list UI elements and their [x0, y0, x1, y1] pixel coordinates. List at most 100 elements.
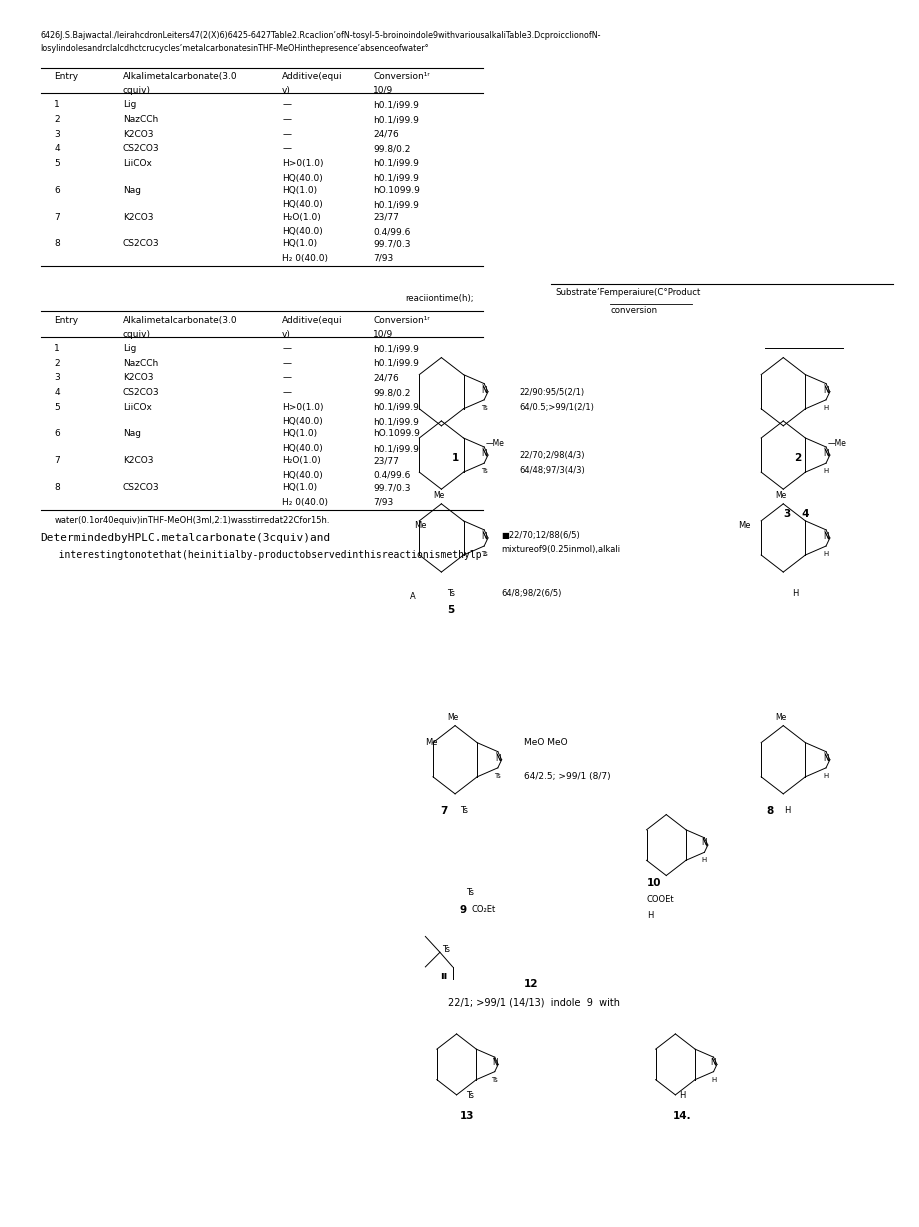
- Text: Ts: Ts: [481, 467, 487, 474]
- Text: HQ(40.0): HQ(40.0): [282, 200, 323, 210]
- Text: ıı: ıı: [439, 971, 447, 980]
- Text: ■22/70;12/88(6/5): ■22/70;12/88(6/5): [501, 530, 579, 540]
- Text: h0.1/i99.9: h0.1/i99.9: [373, 345, 419, 353]
- Text: H₂O(1.0): H₂O(1.0): [282, 456, 321, 465]
- Text: 5: 5: [447, 605, 454, 615]
- Text: 10/9: 10/9: [373, 330, 393, 339]
- Text: Me: Me: [447, 713, 458, 721]
- Text: Additive(equi: Additive(equi: [282, 72, 343, 81]
- Text: Conversion¹ʳ: Conversion¹ʳ: [373, 72, 430, 81]
- Text: 0.4/99.6: 0.4/99.6: [373, 227, 410, 236]
- Text: 2: 2: [54, 115, 60, 124]
- Text: H: H: [784, 806, 790, 815]
- Text: reaciiontime(h);: reaciiontime(h);: [404, 294, 473, 303]
- Text: 4: 4: [54, 388, 60, 398]
- Text: water(0.1or40equiv)inTHF-MeOH(3ml,2:1)wasstirredat22Cfor15h.: water(0.1or40equiv)inTHF-MeOH(3ml,2:1)wa…: [54, 517, 329, 525]
- Text: h0.1/i99.9: h0.1/i99.9: [373, 417, 419, 426]
- Text: —: —: [282, 345, 291, 353]
- Text: 7: 7: [54, 212, 60, 222]
- Text: —Me: —Me: [826, 439, 845, 448]
- Text: Ts: Ts: [447, 589, 454, 598]
- Text: h0.1/i99.9: h0.1/i99.9: [373, 173, 419, 183]
- Text: CS2CO3: CS2CO3: [122, 483, 159, 492]
- Text: hO.1099.9: hO.1099.9: [373, 429, 420, 438]
- Text: Me: Me: [425, 737, 437, 747]
- Text: 3   4: 3 4: [783, 509, 809, 519]
- Text: Ts: Ts: [460, 806, 468, 815]
- Text: Substrate’Femperaiure(C°Product: Substrate’Femperaiure(C°Product: [555, 288, 700, 297]
- Text: 0.4/99.6: 0.4/99.6: [373, 471, 410, 480]
- Text: 8: 8: [54, 483, 60, 492]
- Text: 5: 5: [54, 160, 60, 168]
- Text: 99.8/0.2: 99.8/0.2: [373, 145, 410, 153]
- Text: K2CO3: K2CO3: [122, 212, 153, 222]
- Text: 7/93: 7/93: [373, 498, 393, 507]
- Text: HQ(1.0): HQ(1.0): [282, 483, 317, 492]
- Text: h0.1/i99.9: h0.1/i99.9: [373, 101, 419, 109]
- Text: 10/9: 10/9: [373, 86, 393, 94]
- Text: H>0(1.0): H>0(1.0): [282, 402, 323, 412]
- Text: NazCCh: NazCCh: [122, 358, 158, 368]
- Text: 2: 2: [793, 453, 800, 463]
- Text: 9: 9: [460, 904, 467, 915]
- Text: Me: Me: [774, 713, 786, 721]
- Text: conversion: conversion: [610, 307, 657, 315]
- Text: K2CO3: K2CO3: [122, 373, 153, 383]
- Text: v): v): [282, 86, 290, 94]
- Text: —Me: —Me: [485, 439, 504, 448]
- Text: Ts: Ts: [494, 773, 501, 779]
- Text: Additive(equi: Additive(equi: [282, 317, 343, 325]
- Text: N: N: [492, 1058, 497, 1066]
- Text: v): v): [282, 330, 290, 339]
- Text: 23/77: 23/77: [373, 212, 399, 222]
- Text: HQ(1.0): HQ(1.0): [282, 429, 317, 438]
- Text: MeO MeO: MeO MeO: [523, 737, 567, 747]
- Text: DetermindedbyHPLC.metalcarbonate(3cquiv)and: DetermindedbyHPLC.metalcarbonate(3cquiv)…: [40, 533, 331, 544]
- Text: Ts: Ts: [441, 945, 449, 953]
- Text: h0.1/i99.9: h0.1/i99.9: [373, 160, 419, 168]
- Text: Me: Me: [737, 521, 750, 530]
- Text: 24/76: 24/76: [373, 130, 399, 139]
- Text: 8: 8: [54, 239, 60, 248]
- Text: N: N: [481, 533, 486, 541]
- Text: Lig: Lig: [122, 101, 136, 109]
- Text: CO₂Et: CO₂Et: [471, 904, 495, 914]
- Text: N: N: [494, 753, 500, 763]
- Text: Ts: Ts: [466, 1091, 474, 1101]
- Text: 5: 5: [54, 402, 60, 412]
- Text: 22/90:95/5(2/1): 22/90:95/5(2/1): [518, 388, 584, 398]
- Text: 64/2.5; >99/1 (8/7): 64/2.5; >99/1 (8/7): [523, 772, 610, 780]
- Text: h0.1/i99.9: h0.1/i99.9: [373, 402, 419, 412]
- Text: Alkalimetalcarbonate(3.0: Alkalimetalcarbonate(3.0: [122, 317, 237, 325]
- Text: H: H: [678, 1091, 685, 1101]
- Text: 8: 8: [766, 806, 773, 816]
- Text: 1: 1: [451, 453, 459, 463]
- Text: 22/70;2/98(4/3): 22/70;2/98(4/3): [518, 452, 584, 460]
- Text: N: N: [481, 387, 486, 395]
- Text: 6426J.S.Bajwactal./leirahcdronLeiters47(2(X)6)6425-6427Table2.Rcaclion’ofN-tosyl: 6426J.S.Bajwactal./leirahcdronLeiters47(…: [40, 31, 600, 40]
- Text: h0.1/i99.9: h0.1/i99.9: [373, 115, 419, 124]
- Text: —: —: [282, 358, 291, 368]
- Text: H₂O(1.0): H₂O(1.0): [282, 212, 321, 222]
- Text: LiiCOx: LiiCOx: [122, 402, 152, 412]
- Text: h0.1/i99.9: h0.1/i99.9: [373, 200, 419, 210]
- Text: —: —: [282, 373, 291, 383]
- Text: 6: 6: [54, 185, 60, 195]
- Text: H: H: [701, 858, 707, 863]
- Text: 1: 1: [54, 345, 60, 353]
- Text: HQ(1.0): HQ(1.0): [282, 239, 317, 248]
- Text: Entry: Entry: [54, 317, 78, 325]
- Text: 10: 10: [646, 879, 661, 888]
- Text: 12: 12: [523, 979, 538, 989]
- Text: —: —: [282, 101, 291, 109]
- Text: 14.: 14.: [672, 1110, 690, 1120]
- Text: H: H: [823, 467, 828, 474]
- Text: Me: Me: [414, 521, 426, 530]
- Text: 2: 2: [54, 358, 60, 368]
- Text: Me: Me: [433, 491, 444, 499]
- Text: Ts: Ts: [481, 405, 487, 411]
- Text: HQ(40.0): HQ(40.0): [282, 444, 323, 453]
- Text: 64/8;98/2(6/5): 64/8;98/2(6/5): [501, 589, 561, 598]
- Text: 99.7/0.3: 99.7/0.3: [373, 483, 411, 492]
- Text: 7/93: 7/93: [373, 254, 393, 263]
